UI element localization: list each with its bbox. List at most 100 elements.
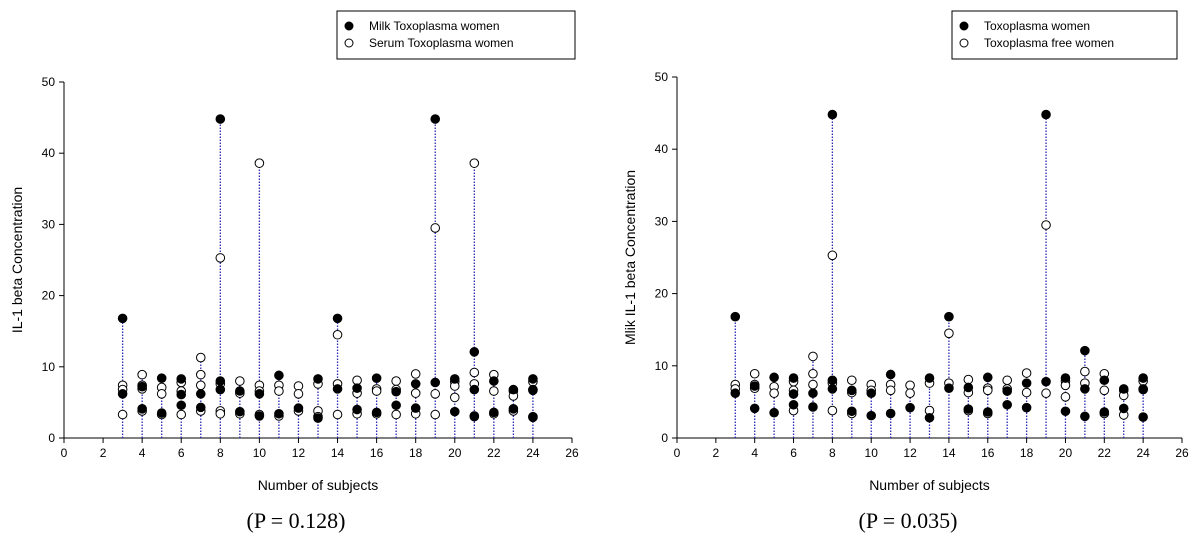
y-axis-label: IL-1 beta Concentration xyxy=(9,187,25,333)
filled-point xyxy=(749,403,760,414)
filled-point xyxy=(508,404,519,414)
filled-point xyxy=(730,388,741,399)
filled-point xyxy=(391,386,401,397)
filled-point xyxy=(788,399,799,410)
y-tick-label: 10 xyxy=(655,359,669,373)
open-point xyxy=(808,379,818,390)
open-point xyxy=(1060,392,1071,402)
open-point xyxy=(449,392,460,403)
open-point xyxy=(808,368,818,379)
y-tick-label: 10 xyxy=(42,360,56,374)
x-tick-label: 8 xyxy=(829,446,836,460)
filled-point xyxy=(827,375,838,386)
filled-point xyxy=(1138,384,1148,394)
filled-point xyxy=(885,369,896,380)
filled-point xyxy=(730,311,741,322)
open-point xyxy=(332,329,343,340)
open-point xyxy=(489,386,499,396)
filled-point xyxy=(1138,412,1148,422)
filled-point xyxy=(982,372,993,383)
y-tick-label: 40 xyxy=(655,142,669,156)
filled-point xyxy=(982,407,993,417)
open-point xyxy=(215,253,226,263)
filled-point xyxy=(410,403,421,413)
x-tick-label: 16 xyxy=(981,446,995,460)
open-point xyxy=(430,409,441,420)
open-point xyxy=(352,375,362,386)
open-point xyxy=(982,385,993,396)
x-tick-label: 22 xyxy=(487,446,501,460)
filled-point xyxy=(313,413,323,423)
open-point xyxy=(371,386,382,396)
filled-point xyxy=(176,400,187,411)
legend-label: Toxoplasma women xyxy=(984,19,1090,33)
filled-point xyxy=(1080,384,1090,394)
x-tick-label: 24 xyxy=(1136,446,1150,460)
filled-point xyxy=(769,407,779,418)
open-point xyxy=(885,385,896,396)
y-tick-label: 0 xyxy=(661,431,668,445)
legend-label: Milk Toxoplasma women xyxy=(369,19,500,33)
filled-point xyxy=(963,404,974,414)
open-point xyxy=(391,409,401,420)
open-point xyxy=(905,380,915,391)
open-point xyxy=(410,388,421,398)
filled-point xyxy=(963,382,974,393)
filled-point xyxy=(1021,378,1032,388)
x-tick-label: 6 xyxy=(178,446,185,460)
open-point xyxy=(391,376,401,386)
open-point xyxy=(469,367,480,378)
y-tick-label: 20 xyxy=(42,289,56,303)
open-point xyxy=(254,158,265,168)
filled-point xyxy=(254,389,265,399)
filled-point xyxy=(371,373,382,383)
filled-point xyxy=(332,313,343,324)
legend-filled-marker xyxy=(344,21,354,31)
open-point xyxy=(195,352,206,363)
filled-point xyxy=(489,407,499,418)
open-point xyxy=(769,388,779,399)
open-point xyxy=(1099,385,1110,396)
open-point xyxy=(944,328,954,339)
filled-point xyxy=(827,384,838,394)
x-tick-label: 18 xyxy=(409,446,423,460)
p-value-left: (P = 0.128) xyxy=(246,508,346,533)
x-tick-label: 20 xyxy=(1059,446,1073,460)
filled-point xyxy=(924,412,935,423)
filled-point xyxy=(808,402,818,412)
filled-point xyxy=(156,373,167,383)
legend-label: Toxoplasma free women xyxy=(984,36,1114,50)
legend-filled-marker xyxy=(959,21,969,31)
x-tick-label: 8 xyxy=(217,446,224,460)
chart-left: 0 2 4 6 8 10 12 14 16 18 20 22 24 26 0 10 20 30 40 50 Number… xyxy=(9,10,579,493)
x-tick-label: 0 xyxy=(61,446,68,460)
y-tick-label: 20 xyxy=(655,287,669,301)
open-point xyxy=(847,375,857,386)
legend: Milk Toxoplasma women Serum Toxoplasma wo… xyxy=(336,10,576,60)
filled-point xyxy=(117,389,128,399)
filled-point xyxy=(1041,376,1051,387)
filled-point xyxy=(1041,109,1051,120)
p-value-right: (P = 0.035) xyxy=(858,508,958,533)
filled-point xyxy=(469,411,480,422)
open-point xyxy=(1021,368,1032,378)
filled-point xyxy=(808,388,818,399)
x-tick-label: 14 xyxy=(331,446,345,460)
x-tick-label: 0 xyxy=(674,446,681,460)
filled-point xyxy=(827,109,838,120)
filled-point xyxy=(215,384,226,395)
open-point xyxy=(137,369,147,380)
open-point xyxy=(332,409,343,420)
x-tick-label: 18 xyxy=(1020,446,1034,460)
filled-point xyxy=(1060,406,1071,417)
filled-point xyxy=(1138,373,1148,383)
filled-point xyxy=(1080,411,1090,422)
open-point xyxy=(293,389,304,399)
filled-point xyxy=(254,411,265,421)
open-point xyxy=(156,389,167,399)
filled-point xyxy=(195,402,206,413)
y-axis-label: Mlik IL-1 beta Concentration xyxy=(622,170,638,345)
filled-point xyxy=(215,376,226,386)
filled-point xyxy=(1021,402,1032,413)
x-tick-label: 4 xyxy=(751,446,758,460)
